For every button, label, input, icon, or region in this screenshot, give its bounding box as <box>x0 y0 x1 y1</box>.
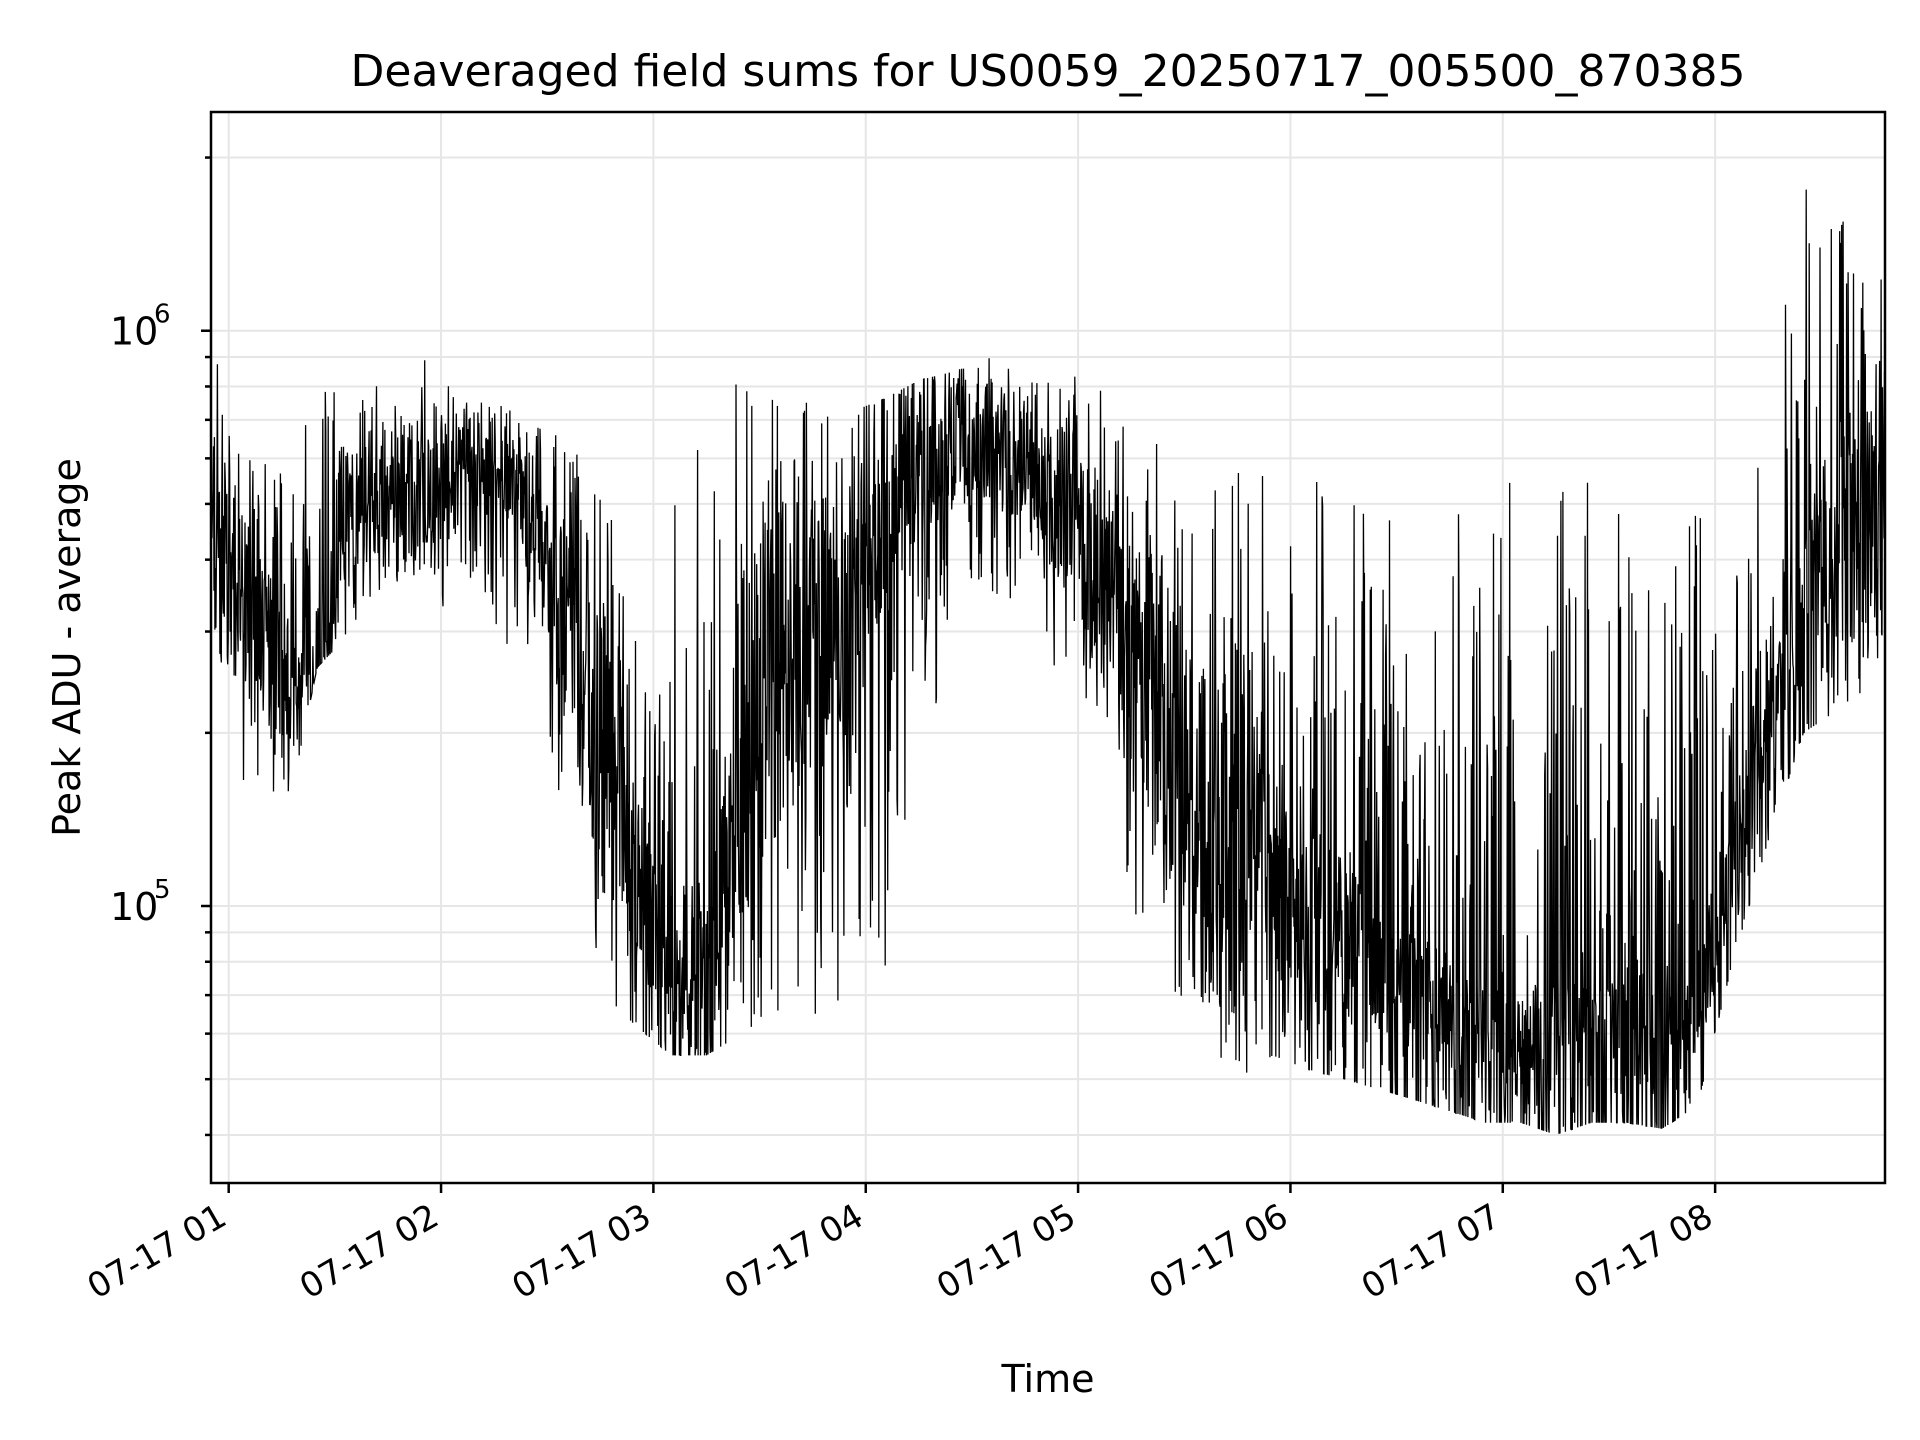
x-tick-label: 07-17 03 <box>505 1196 657 1307</box>
y-tick-label-base: 10 <box>110 885 158 929</box>
x-axis-label: Time <box>1001 1357 1095 1401</box>
y-tick-label-exponent: 6 <box>154 300 171 330</box>
y-tick-label: 105 <box>110 875 171 929</box>
y-tick-label-exponent: 5 <box>154 875 171 905</box>
x-tick-label: 07-17 02 <box>293 1196 445 1307</box>
series-layer <box>210 189 1886 1134</box>
x-tick-label: 07-17 05 <box>930 1196 1082 1307</box>
y-tick-label: 106 <box>110 300 171 354</box>
plot-frame <box>209 110 1887 1185</box>
y-axis-label: Peak ADU - average <box>45 458 89 837</box>
x-tick-label: 07-17 06 <box>1143 1196 1295 1307</box>
x-tick-label: 07-17 01 <box>81 1196 233 1307</box>
x-tick-label: 07-17 07 <box>1355 1196 1507 1307</box>
chart-title: Deaveraged field sums for US0059_2025071… <box>351 46 1746 97</box>
series-line <box>210 189 1886 1134</box>
x-tick-label: 07-17 08 <box>1567 1196 1719 1307</box>
x-tick-label: 07-17 04 <box>718 1196 870 1307</box>
y-tick-label-base: 10 <box>110 310 158 354</box>
